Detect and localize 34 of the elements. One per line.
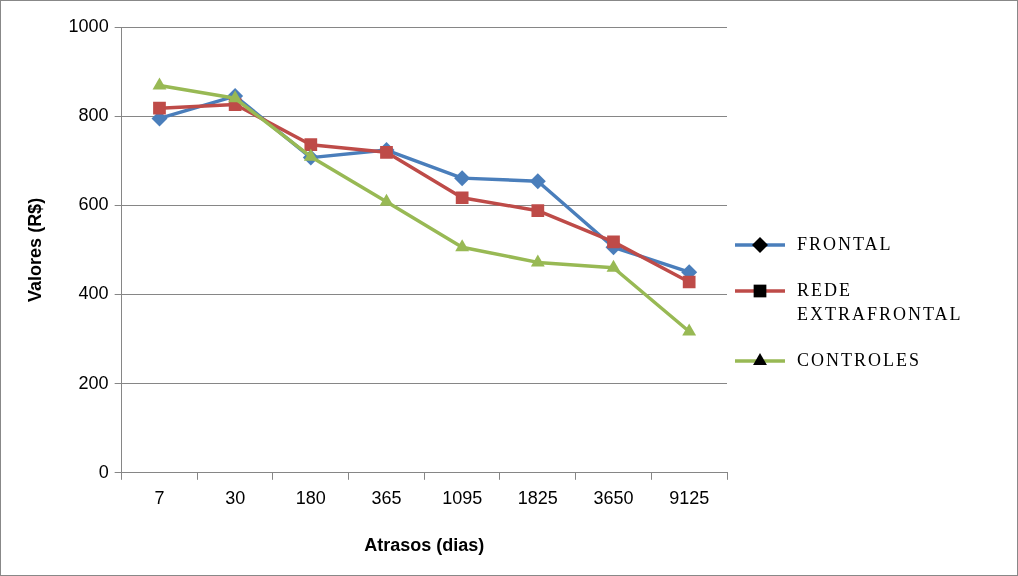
y-tick-label: 200: [78, 372, 109, 393]
x-tick-label: 9125: [669, 487, 710, 508]
y-tick-label: 400: [78, 283, 109, 304]
point: [530, 254, 545, 267]
x-tick-label: 7: [154, 487, 165, 508]
legend-label: CONTROLES: [797, 349, 922, 370]
point: [607, 235, 620, 249]
y-tick-label: 1000: [68, 15, 109, 36]
x-tick-label: 1095: [442, 487, 483, 508]
point: [682, 275, 696, 289]
point: [303, 148, 318, 161]
y-tick-label: 600: [78, 194, 109, 215]
point: [529, 173, 546, 190]
point: [152, 77, 167, 90]
point: [454, 170, 471, 187]
legend-label: FRONTAL: [797, 233, 893, 254]
legend-label: REDE EXTRAFRONTAL: [797, 279, 963, 324]
y-tick-label: 0: [98, 461, 109, 482]
point: [455, 239, 470, 252]
x-tick-label: 1825: [517, 487, 558, 508]
point: [531, 204, 545, 218]
point: [455, 191, 469, 205]
point: [304, 138, 318, 152]
x-tick-label: 365: [371, 487, 402, 508]
point: [379, 193, 394, 206]
x-tick-label: 30: [225, 487, 246, 508]
x-tick-label: 180: [295, 487, 326, 508]
point: [682, 323, 697, 336]
point: [153, 101, 166, 115]
point: [606, 259, 621, 272]
y-tick-label: 800: [78, 105, 109, 126]
x-tick-label: 3650: [593, 487, 634, 508]
y-axis-title: Valores (R$): [24, 197, 45, 302]
x-axis-title: Atrasos (dias): [364, 535, 485, 556]
